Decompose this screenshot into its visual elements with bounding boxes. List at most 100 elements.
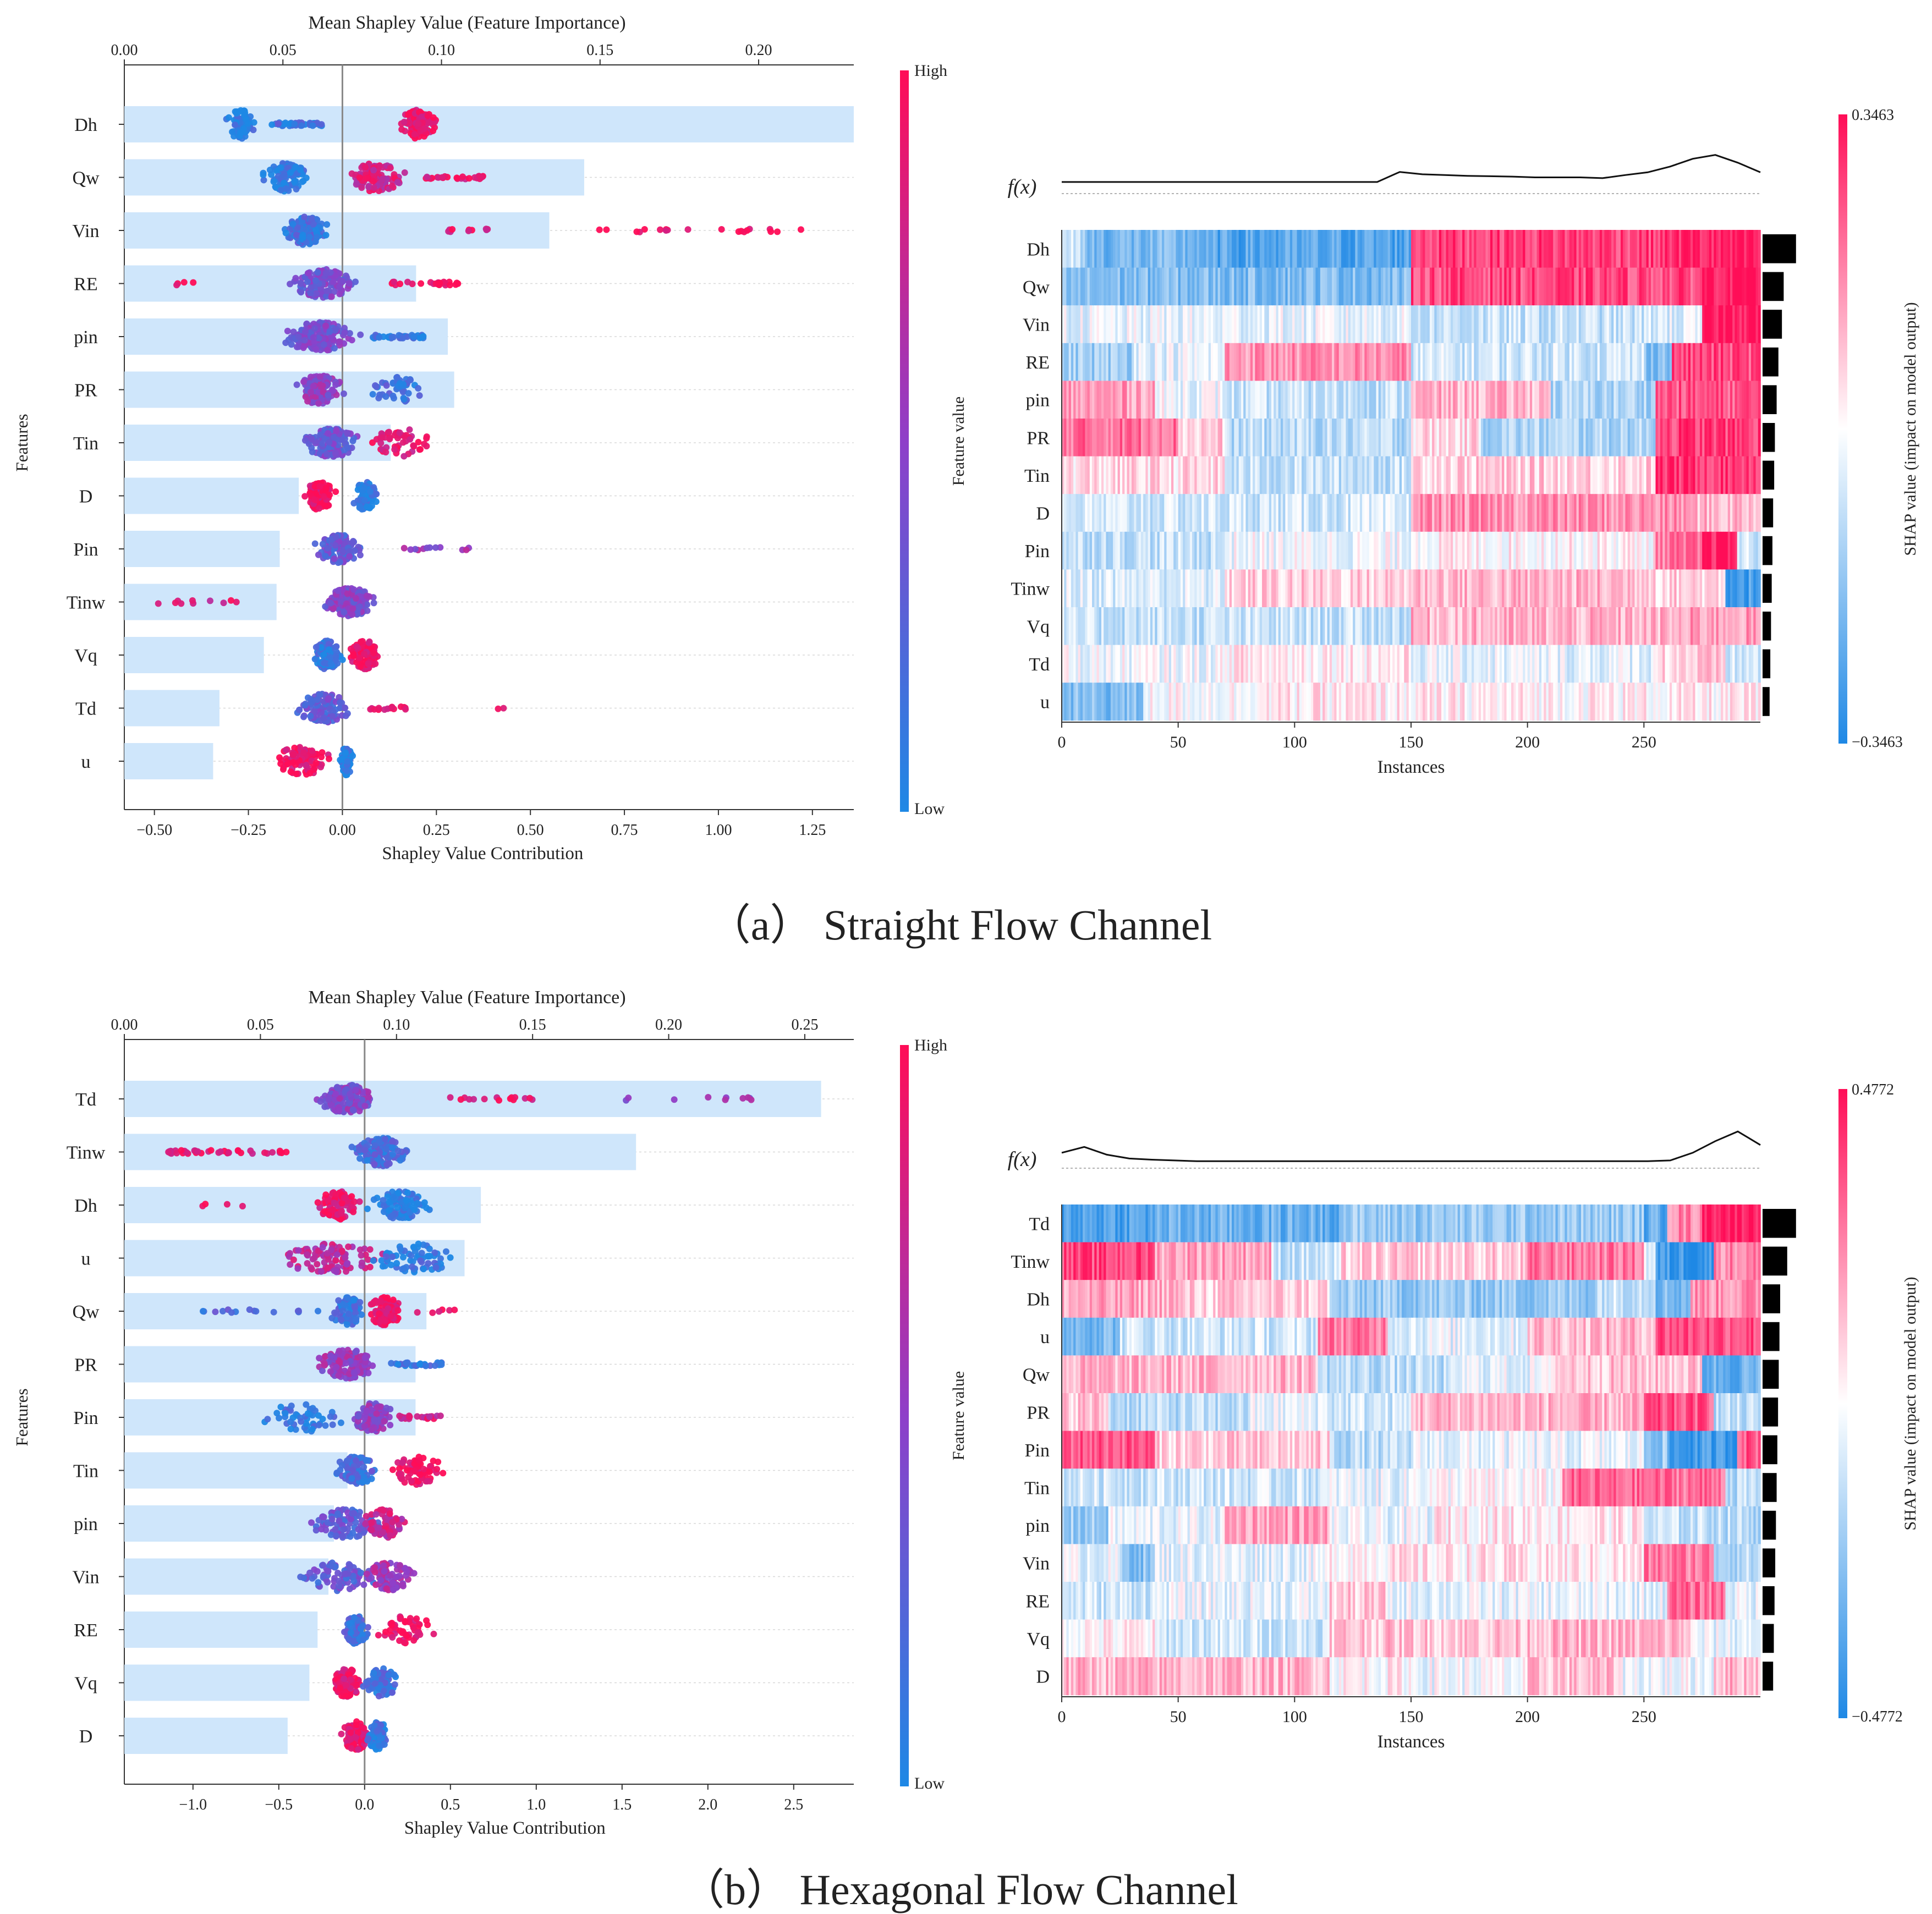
shap-point <box>323 503 330 510</box>
shap-point <box>331 555 338 562</box>
shap-point <box>294 224 301 231</box>
shap-point <box>319 382 326 389</box>
top-axis-title: Mean Shapley Value (Feature Importance) <box>308 13 625 33</box>
shap-point <box>405 390 412 397</box>
shap-point <box>424 544 431 552</box>
shap-point <box>453 174 460 182</box>
shap-point <box>319 541 326 548</box>
shap-point <box>323 288 331 295</box>
shap-point <box>315 551 322 558</box>
shap-point <box>657 226 664 233</box>
shap-point <box>352 595 359 602</box>
shap-point <box>343 767 350 774</box>
shap-point <box>382 393 389 400</box>
shap-point <box>318 754 325 761</box>
shap-point <box>312 226 319 233</box>
shap-point <box>289 751 297 758</box>
shap-point <box>155 600 162 607</box>
shap-point <box>399 334 407 342</box>
shap-point <box>363 503 370 510</box>
shap-point <box>369 391 376 398</box>
heatmap-feature-label-Dh: Dh <box>1027 239 1050 260</box>
bottom-tick-label: 1.25 <box>799 822 826 839</box>
shap-point <box>314 269 321 276</box>
shap-point <box>301 213 308 221</box>
shap-point <box>327 660 334 667</box>
shap-point <box>322 270 330 277</box>
heat-cell <box>1758 419 1761 457</box>
top-tick-label: 0.10 <box>428 42 455 59</box>
heatmap-feature-label-Qw: Qw <box>1023 277 1050 298</box>
shap-point <box>306 233 313 240</box>
shap-point <box>372 660 379 667</box>
shap-point <box>363 175 370 182</box>
shap-point <box>314 696 321 703</box>
heatmap-feature-label-Tin: Tin <box>1024 466 1050 486</box>
shap-point <box>495 705 502 712</box>
bottom-tick-label: −0.50 <box>136 822 172 839</box>
shap-point <box>376 391 383 398</box>
shap-point <box>320 493 327 500</box>
shap-point <box>287 169 294 176</box>
shap-point <box>329 713 336 720</box>
shap-point <box>178 600 185 607</box>
shap-point <box>321 659 328 667</box>
shap-point <box>325 755 332 762</box>
importance-bar-Td <box>124 690 219 727</box>
shap-point <box>299 232 306 239</box>
shap-point <box>453 279 460 287</box>
shap-point <box>325 695 332 702</box>
shap-point <box>316 505 323 512</box>
shap-point <box>370 178 377 185</box>
shap-point <box>311 496 318 503</box>
beeswarm-PR <box>293 372 423 407</box>
shap-point <box>300 344 307 351</box>
shap-point <box>424 112 431 119</box>
shap-point <box>311 325 318 332</box>
shap-point <box>323 221 331 228</box>
shap-point <box>363 592 370 600</box>
shap-point <box>370 184 377 191</box>
shap-point <box>344 590 351 597</box>
shap-point <box>388 703 396 711</box>
shap-point <box>172 599 179 606</box>
bottom-tick-label: 0.50 <box>517 822 544 839</box>
importance-bar-Tinw <box>124 584 277 620</box>
shap-point <box>312 277 319 284</box>
shap-point <box>372 498 380 505</box>
heatmap-row-pin <box>1062 381 1761 419</box>
y-axis-title: Features <box>12 414 31 471</box>
shap-point <box>353 643 360 650</box>
shap-point <box>286 226 293 233</box>
shap-point <box>407 436 414 443</box>
shap-point <box>341 329 348 336</box>
shap-point <box>418 280 425 287</box>
shap-point <box>375 163 382 170</box>
shap-point <box>291 178 298 185</box>
shap-point <box>275 173 282 180</box>
shap-point <box>376 334 383 341</box>
shap-point <box>310 383 317 390</box>
shap-point <box>283 185 290 192</box>
shap-point <box>391 446 398 453</box>
shap-point <box>336 338 343 345</box>
top-tick-label: 0.20 <box>745 42 772 59</box>
shap-point <box>425 119 432 126</box>
shap-point <box>350 499 358 507</box>
shap-point <box>281 179 288 186</box>
top-tick-label: 0.00 <box>111 42 138 59</box>
shap-point <box>244 120 251 127</box>
shap-point <box>341 704 348 711</box>
shap-point <box>365 661 372 668</box>
shap-point <box>321 714 328 722</box>
shap-point <box>370 600 377 607</box>
shap-point <box>365 184 372 191</box>
shap-point <box>309 747 316 755</box>
fx-line <box>1062 154 1761 183</box>
shap-point <box>349 605 356 612</box>
heat-cell <box>1758 343 1761 381</box>
shap-point <box>290 328 297 336</box>
shap-point <box>391 278 398 285</box>
shap-point <box>410 333 418 340</box>
